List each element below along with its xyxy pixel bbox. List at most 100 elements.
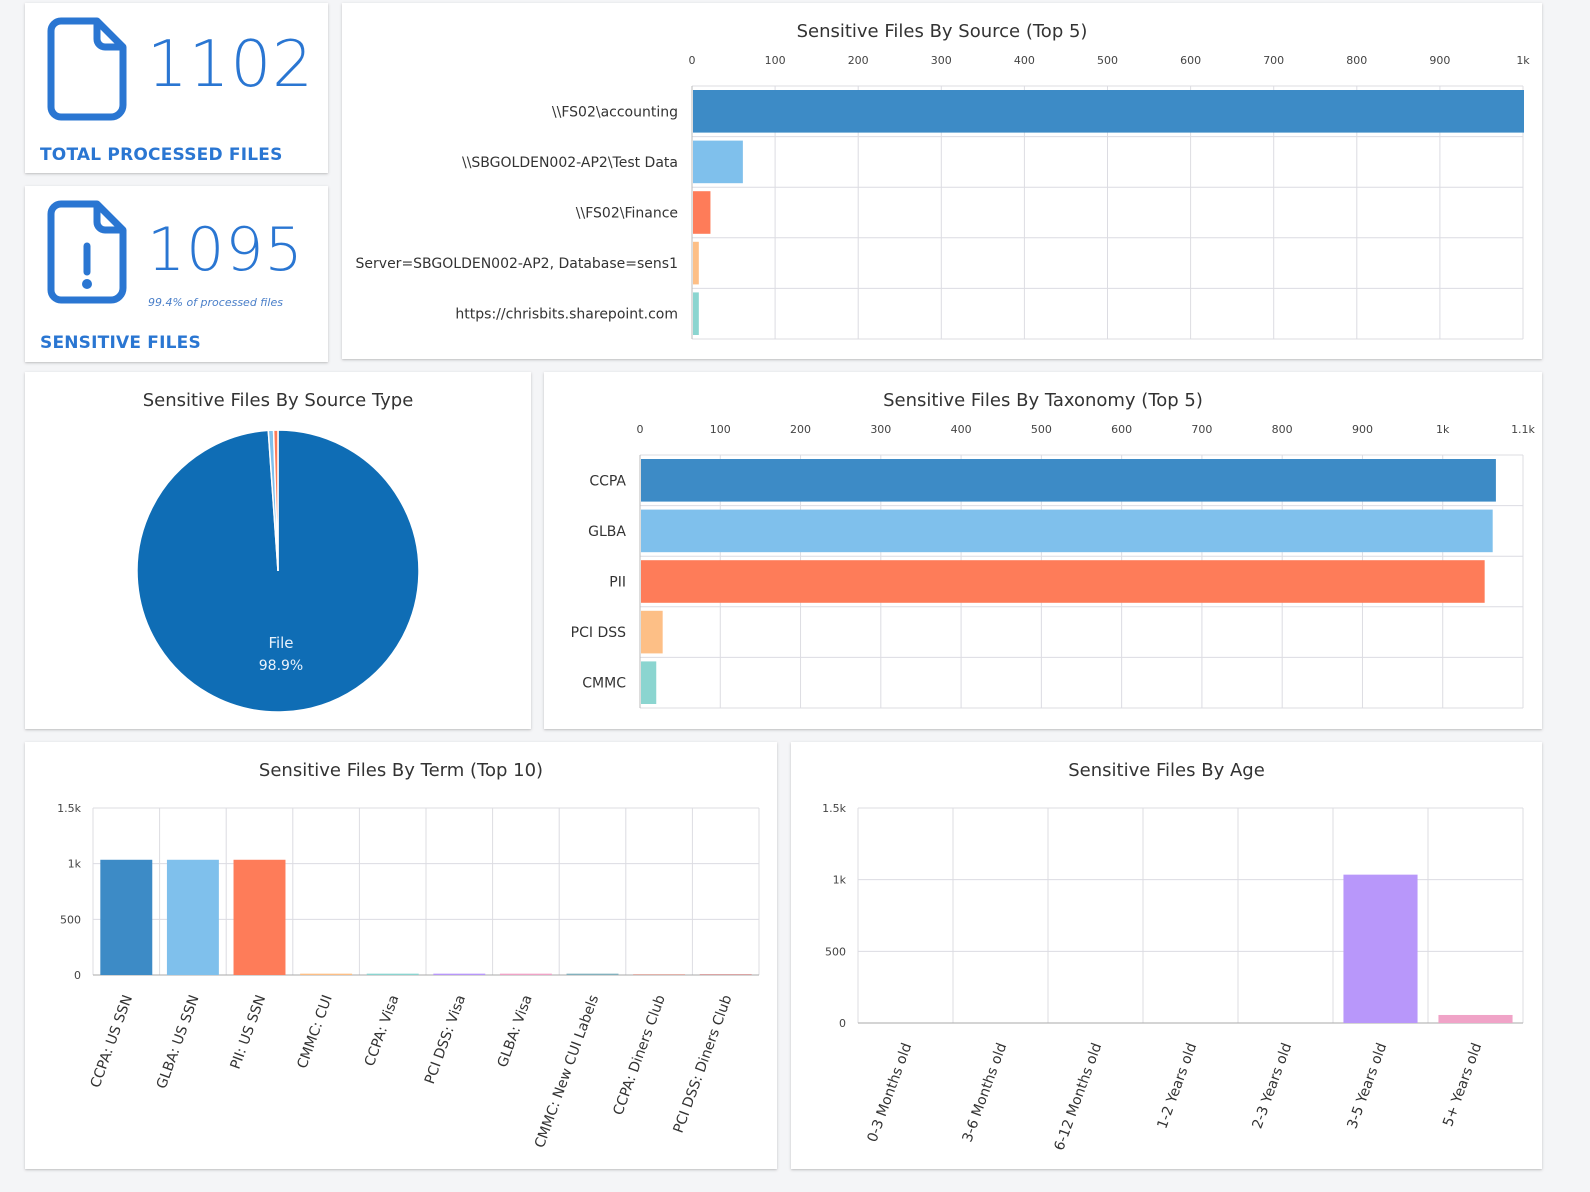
y-tick-label: 1.5k bbox=[57, 802, 81, 815]
bar bbox=[641, 459, 1496, 502]
x-category-label: 3-6 Months old bbox=[960, 1041, 1011, 1144]
chart-by-taxonomy: 0 100 200 300 400 500 600 700 800 900 1k 1.1k CCPA GL… bbox=[571, 423, 1536, 709]
chart-by-age: 0 500 1k 1.5k 0-3 Months old 3-6 Months old 6-… bbox=[822, 802, 1524, 1153]
bar bbox=[641, 560, 1485, 603]
x-tick-label: 1k bbox=[1516, 54, 1530, 67]
x-tick-label: 900 bbox=[1352, 423, 1373, 436]
x-tick-label: 0 bbox=[637, 423, 644, 436]
x-tick-label: 100 bbox=[710, 423, 731, 436]
y-category-label: \\SBGOLDEN002-AP2\Test Data bbox=[462, 155, 678, 171]
x-tick-label: 300 bbox=[931, 54, 952, 67]
pie-data-percent: 98.9% bbox=[259, 658, 303, 674]
x-category-label: 5+ Years old bbox=[1440, 1041, 1485, 1129]
bar bbox=[100, 859, 153, 975]
total-processed-files-label: TOTAL PROCESSED FILES bbox=[40, 145, 283, 165]
y-category-label: \\FS02\Finance bbox=[576, 206, 678, 222]
x-category-label: 1-2 Years old bbox=[1154, 1041, 1200, 1131]
bar bbox=[633, 974, 686, 975]
chart-by-taxonomy-card: Sensitive Files By Taxonomy (Top 5) 0 100… bbox=[544, 372, 1542, 729]
sensitive-files-label: SENSITIVE FILES bbox=[40, 333, 201, 353]
total-processed-files-value: 1102 bbox=[147, 28, 314, 102]
y-tick-label: 1.5k bbox=[822, 802, 846, 815]
x-tick-label: 300 bbox=[870, 423, 891, 436]
bar bbox=[433, 973, 486, 975]
bar bbox=[233, 859, 286, 975]
bar bbox=[566, 973, 619, 975]
x-category-label: PCI DSS: Diners Club bbox=[671, 993, 736, 1135]
y-category-label: \\FS02\accounting bbox=[552, 104, 678, 120]
bar bbox=[1343, 874, 1418, 1023]
chart-by-source-type-card: Sensitive Files By Source Type File 98.9% bbox=[25, 372, 531, 729]
bar bbox=[1438, 1014, 1513, 1023]
chart-title: Sensitive Files By Age bbox=[1068, 760, 1265, 781]
x-tick-label: 500 bbox=[1097, 54, 1118, 67]
x-tick-label: 700 bbox=[1263, 54, 1284, 67]
y-tick-label: 0 bbox=[74, 969, 81, 982]
x-tick-label: 800 bbox=[1346, 54, 1367, 67]
chart-by-term: 0 500 1k 1.5k CCPA: US SSN GLBA: US SSN PII: U… bbox=[57, 802, 760, 1150]
total-processed-files-card: 1102 TOTAL PROCESSED FILES bbox=[25, 3, 328, 173]
chart-title: Sensitive Files By Term (Top 10) bbox=[258, 760, 544, 781]
x-tick-label: 200 bbox=[790, 423, 811, 436]
bar bbox=[699, 974, 752, 975]
pie-data-label: File bbox=[268, 634, 293, 652]
y-tick-label: 0 bbox=[839, 1017, 846, 1030]
x-tick-label: 600 bbox=[1180, 54, 1201, 67]
x-tick-label: 1.1k bbox=[1511, 423, 1535, 436]
x-category-label: 3-5 Years old bbox=[1344, 1041, 1390, 1131]
x-category-label: 2-3 Years old bbox=[1249, 1041, 1295, 1131]
bar bbox=[499, 973, 552, 975]
file-alert-icon bbox=[47, 200, 127, 304]
y-category-label: GLBA bbox=[588, 524, 626, 540]
x-category-label: 0-3 Months old bbox=[865, 1041, 916, 1144]
bar bbox=[641, 661, 657, 704]
bar bbox=[693, 140, 743, 184]
bar bbox=[641, 509, 1493, 553]
x-tick-label: 800 bbox=[1272, 423, 1293, 436]
chart-by-source: 0 100 200 300 400 500 600 700 800 900 1k \\FS02\acc… bbox=[356, 54, 1530, 340]
x-category-label: CMMC: CUI bbox=[294, 993, 335, 1071]
x-tick-label: 100 bbox=[765, 54, 786, 67]
x-tick-label: 1k bbox=[1436, 423, 1450, 436]
x-tick-label: 500 bbox=[1031, 423, 1052, 436]
x-category-label: GLBA: US SSN bbox=[154, 993, 203, 1091]
chart-title: Sensitive Files By Taxonomy (Top 5) bbox=[883, 390, 1203, 411]
y-category-label: PCI DSS bbox=[571, 625, 626, 641]
sensitive-files-value: 1095 bbox=[147, 215, 304, 285]
file-icon bbox=[47, 17, 127, 121]
y-category-label: PII bbox=[609, 575, 626, 591]
bar bbox=[300, 973, 353, 975]
x-category-label: GLBA: Visa bbox=[495, 993, 536, 1070]
x-category-label: 6-12 Months old bbox=[1052, 1041, 1106, 1153]
bar bbox=[693, 241, 699, 285]
chart-by-source-card: Sensitive Files By Source (Top 5) 0 100 20… bbox=[342, 3, 1542, 359]
chart-by-age-card: Sensitive Files By Age 0 500 1k 1.5k 0-3 Mon… bbox=[791, 742, 1542, 1169]
y-tick-label: 500 bbox=[825, 945, 846, 958]
x-tick-label: 200 bbox=[848, 54, 869, 67]
chart-title: Sensitive Files By Source Type bbox=[142, 390, 414, 411]
chart-by-term-card: Sensitive Files By Term (Top 10) 0 500 1k 1… bbox=[25, 742, 777, 1169]
x-tick-label: 600 bbox=[1111, 423, 1132, 436]
chart-by-source-type: File 98.9% bbox=[136, 429, 420, 713]
x-category-label: PII: US SSN bbox=[228, 993, 270, 1071]
bar bbox=[166, 859, 219, 975]
x-category-label: CCPA: US SSN bbox=[88, 993, 136, 1090]
bar bbox=[693, 90, 1524, 133]
y-category-label: https://chrisbits.sharepoint.com bbox=[455, 307, 678, 323]
y-tick-label: 1k bbox=[833, 874, 847, 887]
sensitive-files-card: 1095 99.4% of processed files SENSITIVE … bbox=[25, 186, 328, 362]
x-category-label: CMMC: New CUI Labels bbox=[532, 993, 602, 1150]
x-tick-label: 0 bbox=[689, 54, 696, 67]
sensitive-files-percent: 99.4% of processed files bbox=[148, 296, 283, 309]
x-category-label: PCI DSS: Visa bbox=[422, 993, 469, 1086]
bar bbox=[641, 610, 663, 654]
y-category-label: CCPA bbox=[589, 473, 626, 489]
bar bbox=[366, 973, 419, 975]
bar bbox=[693, 191, 711, 234]
y-tick-label: 500 bbox=[60, 913, 81, 926]
x-tick-label: 700 bbox=[1191, 423, 1212, 436]
pie-slice bbox=[272, 429, 279, 572]
y-category-label: CMMC bbox=[582, 676, 626, 692]
x-category-label: CCPA: Visa bbox=[362, 993, 403, 1069]
bar bbox=[693, 292, 699, 335]
